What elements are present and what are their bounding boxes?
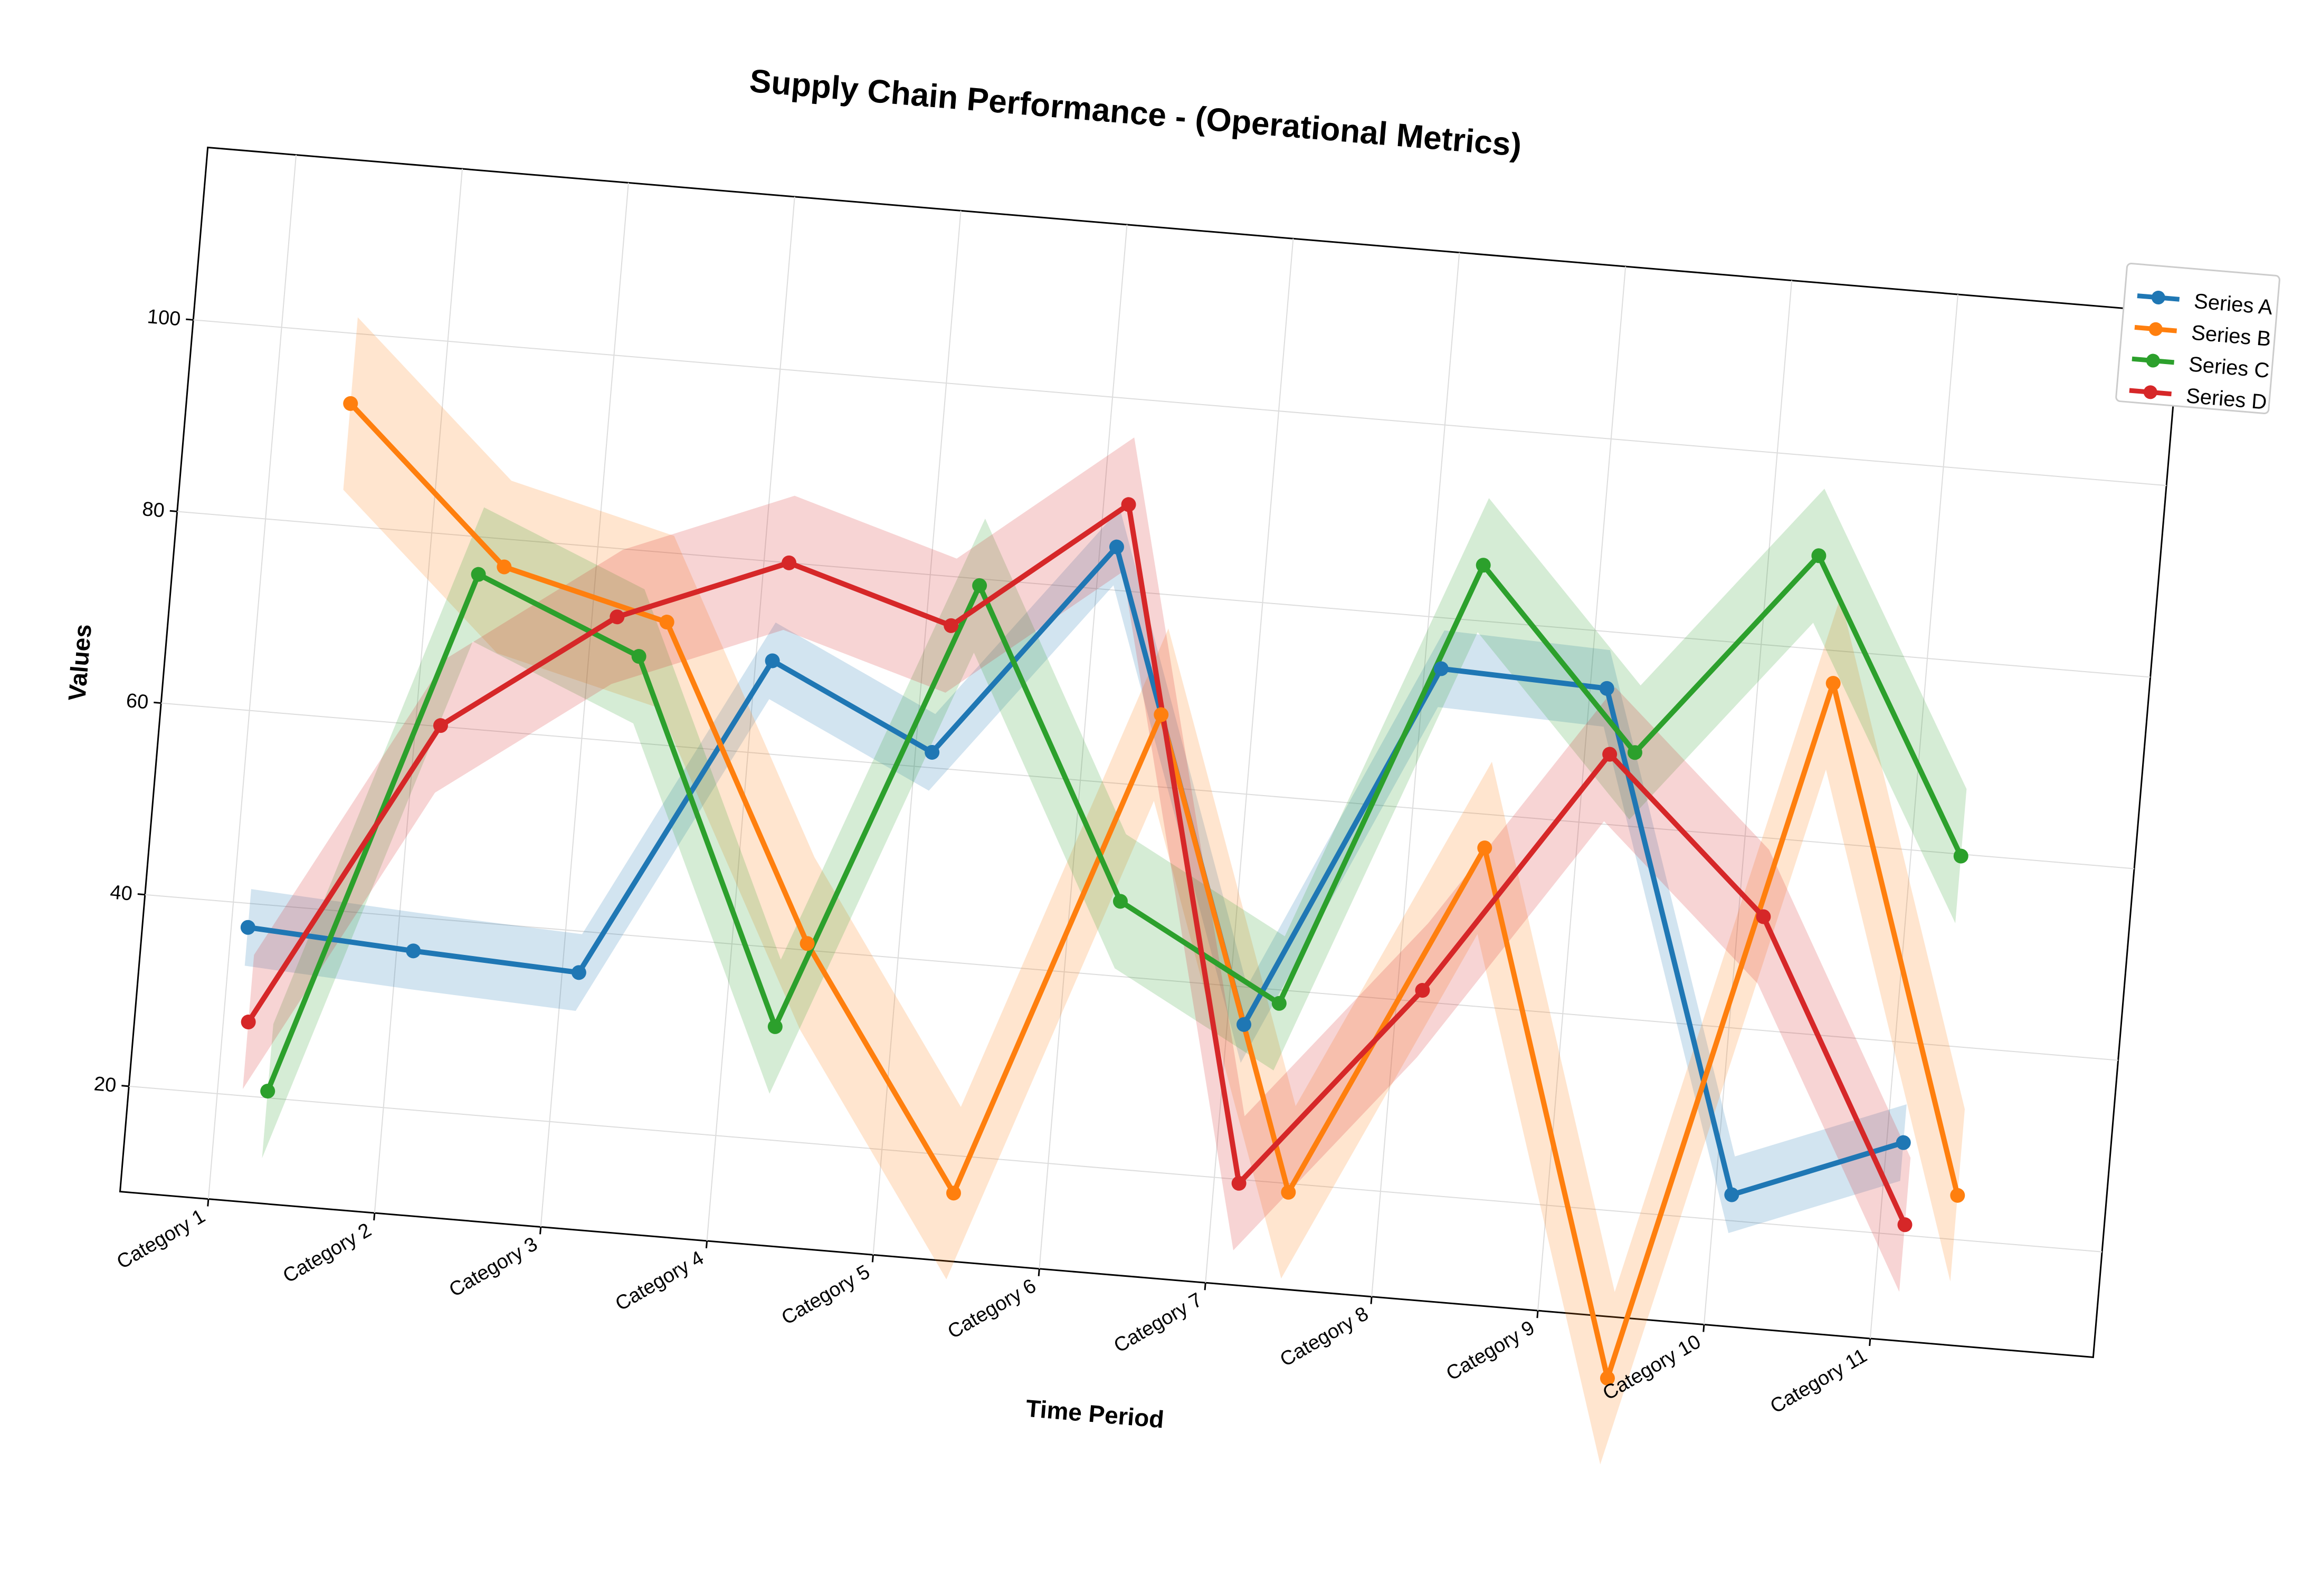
y-gridline (193, 319, 2167, 486)
data-point (260, 1084, 275, 1099)
x-tick-label: Category 6 (944, 1275, 1040, 1343)
data-point (1602, 747, 1618, 762)
data-point (782, 555, 797, 570)
data-point (1756, 909, 1771, 924)
data-point (946, 1186, 961, 1201)
plot-frame (119, 146, 2182, 1359)
x-tick-mark (539, 1227, 542, 1235)
data-point (1897, 1217, 1913, 1232)
data-point (1476, 558, 1491, 573)
x-tick-label: Category 9 (1442, 1316, 1538, 1385)
y-tick-label: 20 (93, 1073, 117, 1096)
y-axis-ticks: 20 40 60 80 100 (93, 305, 194, 1097)
data-point (1811, 548, 1827, 563)
x-tick-label: Category 7 (1110, 1289, 1206, 1358)
x-tick-mark (705, 1240, 708, 1248)
data-point (1271, 996, 1287, 1011)
data-point (925, 744, 940, 760)
x-gridline (540, 183, 629, 1227)
series-band (242, 437, 1911, 1292)
series-points (240, 396, 1968, 1386)
data-point (765, 653, 780, 668)
data-point (1896, 1135, 1911, 1150)
x-gridline (1205, 238, 1294, 1283)
data-point (1109, 539, 1124, 555)
x-gridline (374, 168, 463, 1213)
x-axis-title: Time Period (1025, 1394, 1165, 1433)
y-tick-mark (137, 893, 145, 896)
data-point (1477, 840, 1492, 856)
data-point (1599, 681, 1614, 696)
y-gridline (145, 894, 2118, 1061)
data-point (1950, 1188, 1965, 1203)
data-point (406, 943, 421, 959)
data-point (1600, 1371, 1615, 1386)
data-point (767, 1019, 783, 1034)
legend-marker (2151, 290, 2165, 304)
data-point (241, 1015, 256, 1030)
plot-area: 20 40 60 80 100 Category 1 Category 2 Category… (63, 146, 2182, 1465)
data-point (659, 615, 674, 630)
y-gridline (129, 1085, 2103, 1253)
x-gridline (207, 155, 297, 1199)
data-point (343, 396, 358, 411)
data-point (1281, 1184, 1296, 1200)
y-tick-mark (186, 318, 194, 321)
y-tick-mark (154, 701, 161, 704)
data-point (944, 618, 959, 633)
x-tick-label: Category 1 (113, 1205, 209, 1274)
data-point (1724, 1187, 1739, 1202)
data-point (1433, 661, 1449, 676)
y-tick-label: 100 (146, 305, 182, 330)
x-tick-label: Category 11 (1766, 1344, 1871, 1418)
data-point (1121, 497, 1136, 512)
x-tick-label: Category 2 (279, 1219, 375, 1287)
x-tick-label: Category 4 (612, 1247, 708, 1315)
y-axis-title: Values (63, 623, 97, 702)
x-tick-mark (1370, 1296, 1373, 1304)
x-gridline (1371, 252, 1460, 1297)
data-point (1953, 848, 1968, 864)
y-tick-label: 80 (141, 498, 166, 522)
data-point (497, 559, 512, 575)
x-tick-mark (871, 1255, 874, 1263)
y-tick-label: 60 (125, 690, 149, 713)
data-point (471, 567, 486, 582)
data-point (800, 936, 815, 951)
y-gridline (161, 702, 2135, 869)
x-tick-mark (1536, 1311, 1539, 1318)
x-gridline (1039, 224, 1128, 1269)
data-point (972, 578, 987, 593)
data-point (1236, 1017, 1252, 1032)
legend-marker (2146, 353, 2160, 368)
data-point (610, 609, 625, 625)
y-tick-label: 40 (109, 881, 134, 905)
x-tick-label: Category 3 (445, 1233, 541, 1302)
data-point (1825, 676, 1841, 691)
x-tick-mark (373, 1212, 376, 1221)
data-point (1112, 894, 1128, 909)
data-point (433, 718, 448, 733)
data-point (1231, 1176, 1247, 1191)
data-point (631, 649, 646, 664)
legend-marker (2148, 322, 2163, 336)
x-tick-label: Category 5 (778, 1261, 874, 1330)
x-gridline (706, 196, 795, 1241)
x-tick-label: Category 8 (1277, 1303, 1373, 1371)
data-point (1627, 745, 1642, 760)
legend-marker (2143, 385, 2157, 399)
data-point (1154, 707, 1169, 722)
data-point (571, 965, 586, 980)
x-gridline (1869, 294, 1958, 1339)
chart-title: Supply Chain Performance - (Operational … (748, 63, 1523, 164)
series-band (244, 509, 1907, 1234)
data-point (1415, 983, 1430, 998)
data-point (240, 920, 255, 935)
y-gridline (177, 511, 2151, 678)
